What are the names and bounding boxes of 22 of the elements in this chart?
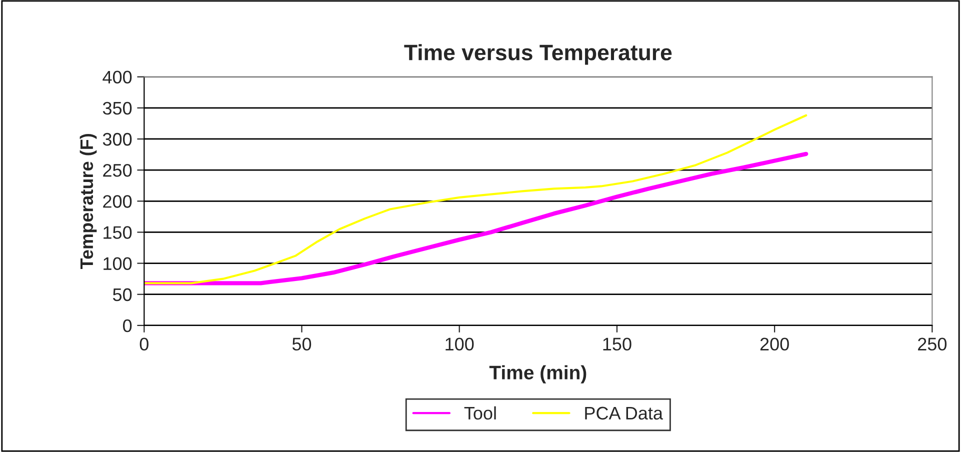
line-series xyxy=(144,114,808,284)
chart-title: Time versus Temperature xyxy=(404,44,672,65)
x-tick-label: 0 xyxy=(140,338,148,351)
legend-label: Tool xyxy=(464,406,496,420)
x-tick-label: 50 xyxy=(292,338,312,351)
x-tick-label: 200 xyxy=(760,338,789,351)
legend-label: PCA Data xyxy=(585,406,663,420)
y-tick-label: 200 xyxy=(103,195,132,208)
y-tick-label: 50 xyxy=(112,288,132,302)
y-axis-title: Temperature (F) xyxy=(80,134,97,269)
y-tick-label: 0 xyxy=(123,319,132,332)
y-tick-label: 400 xyxy=(102,70,132,84)
x-tick-label: 100 xyxy=(446,338,474,351)
y-tick-label: 350 xyxy=(102,102,132,115)
y-tick-label: 150 xyxy=(104,226,132,239)
x-axis-title: Time (min) xyxy=(489,365,586,384)
y-tick-label: 250 xyxy=(103,164,132,177)
x-tick-label: 250 xyxy=(918,338,947,351)
line-series xyxy=(144,152,808,286)
x-tick-label: 150 xyxy=(603,338,632,351)
y-tick-label: 100 xyxy=(104,257,132,270)
y-tick-label: 300 xyxy=(102,132,132,146)
